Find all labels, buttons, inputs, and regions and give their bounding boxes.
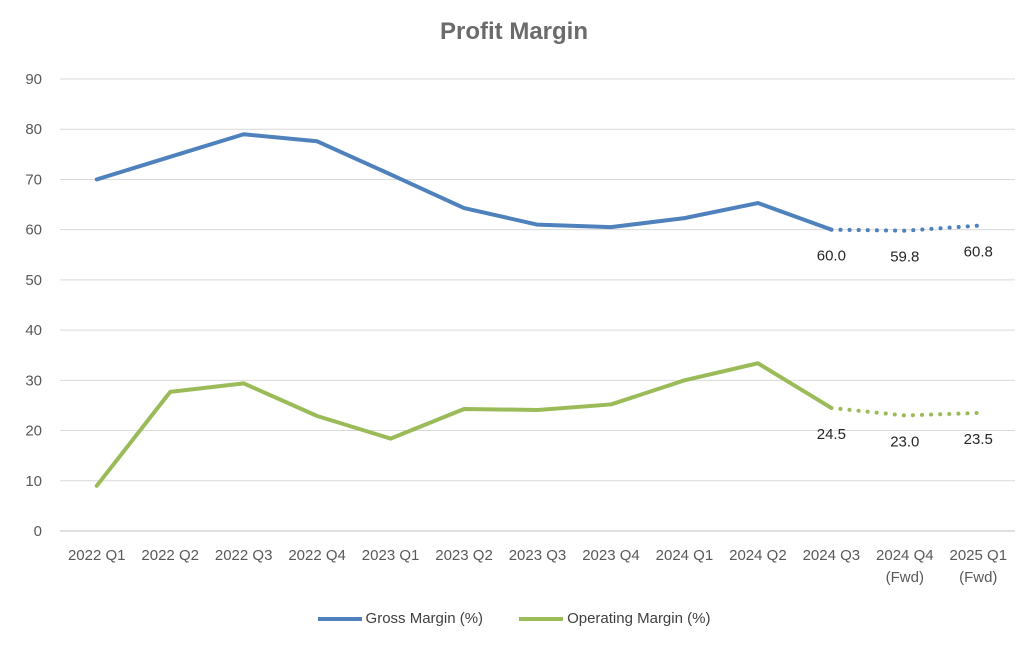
series-line-gross-margin [94, 132, 834, 232]
y-tick-label: 10 [25, 473, 42, 490]
data-label-operating-margin: 24.5 [817, 426, 846, 443]
series-forecast-line-gross-margin [829, 223, 981, 233]
data-label-operating-margin: 23.0 [890, 433, 919, 450]
y-tick-label: 80 [25, 121, 42, 138]
data-label-gross-margin: 59.8 [890, 249, 919, 266]
data-label-gross-margin: 60.8 [964, 244, 993, 261]
legend-item-operating-margin: Operating Margin (%) [519, 610, 710, 627]
y-tick-label: 40 [25, 322, 42, 339]
line-chart: 0 10 20 30 40 50 60 70 80 90 2022 Q1 2022 Q2 2022 Q3… [25, 71, 1015, 586]
x-tick-label: 2022 Q1 [68, 547, 126, 564]
x-tick-label: 2024 Q1 [656, 547, 714, 564]
data-label-gross-margin: 60.0 [817, 248, 846, 265]
x-tick-label: 2022 Q4 [288, 547, 346, 564]
y-tick-label: 70 [25, 171, 42, 188]
legend: Gross Margin (%) Operating Margin (%) [0, 610, 1028, 627]
x-tick-label: 2023 Q4 [582, 547, 640, 564]
legend-swatch-gross-margin [317, 616, 362, 621]
x-tick-label: 2025 Q1 (Fwd) [949, 547, 1007, 586]
series-line-operating-margin [94, 361, 834, 488]
chart-title: Profit Margin [440, 18, 588, 45]
legend-label-gross-margin: Gross Margin (%) [365, 610, 484, 627]
series-forecast-line-operating-margin [829, 405, 981, 418]
x-tick-label: 2023 Q1 [362, 547, 420, 564]
legend-item-gross-margin: Gross Margin (%) [317, 610, 484, 627]
x-tick-label: 2024 Q2 [729, 547, 787, 564]
y-tick-label: 90 [25, 71, 42, 88]
y-tick-label: 0 [34, 523, 42, 540]
x-tick-label: 2024 Q3 [803, 547, 861, 564]
y-tick-label: 30 [25, 372, 42, 389]
x-tick-label: 2024 Q4 (Fwd) [876, 547, 934, 586]
data-label-operating-margin: 23.5 [964, 431, 993, 448]
x-tick-label: 2022 Q2 [141, 547, 199, 564]
y-tick-label: 50 [25, 272, 42, 289]
x-tick-label: 2022 Q3 [215, 547, 273, 564]
y-tick-label: 60 [25, 222, 42, 239]
legend-label-operating-margin: Operating Margin (%) [567, 610, 711, 627]
x-tick-label: 2023 Q2 [435, 547, 493, 564]
y-tick-label: 20 [25, 423, 42, 440]
legend-swatch-operating-margin [519, 616, 564, 621]
x-tick-label: 2023 Q3 [509, 547, 567, 564]
